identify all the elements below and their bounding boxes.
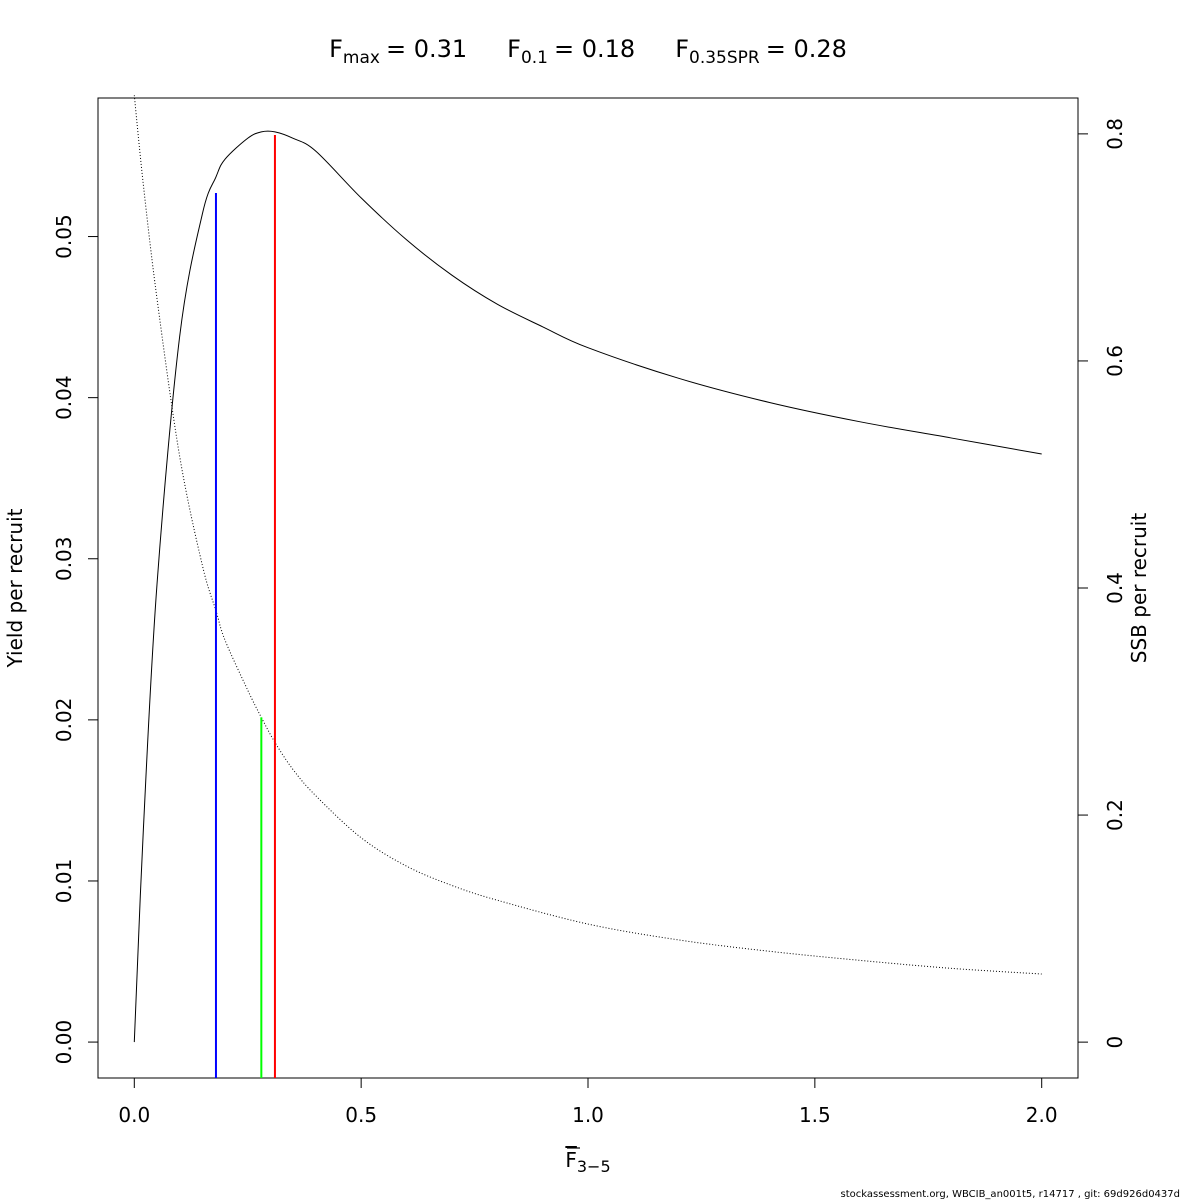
f35spr-value: = 0.28 [766,35,847,63]
y-left-tick-label: 0.04 [52,375,76,420]
y-right-tick-label: 0.2 [1103,799,1127,831]
series-layer [133,95,1042,1043]
footer-text: stockassessment.org, WBCIB_an001t5, r147… [841,1189,1181,1200]
chart-title: Fmax = 0.31 F0.1 = 0.18 F0.35SPR = 0.28 [329,35,847,68]
x-axis-title-symbol: F [565,1148,577,1172]
y-left-tick-label: 0.03 [52,536,76,581]
yield-per-recruit-line [133,130,1042,1043]
f01-value: = 0.18 [554,35,635,63]
y-axis-left-title: Yield per recruit [3,508,27,668]
x-axis: 0.0 0.5 1.0 1.5 2.0 [118,1078,1058,1127]
y-left-tick-label: 0.00 [52,1020,76,1065]
ssb-per-recruit-line [133,95,1042,975]
x-tick-label: 1.5 [799,1103,831,1127]
reference-lines [214,135,276,1078]
x-tick-label: 0.5 [345,1103,377,1127]
plot-frame [97,97,1079,1079]
y-axis-right-title: SSB per recruit [1127,513,1151,664]
y-left-tick-label: 0.02 [52,698,76,743]
y-right-tick-label: 0.6 [1103,345,1127,377]
y-right-tick-label: 0.4 [1103,572,1127,604]
y-right-tick-label: 0.8 [1103,118,1127,150]
y-left-tick-label: 0.05 [52,214,76,259]
y-axis-left: 0.00 0.01 0.02 0.03 0.04 0.05 [52,214,98,1064]
x-tick-label: 1.0 [572,1103,604,1127]
f35spr-symbol: F [675,35,689,63]
fmax-subscript: max [343,48,380,68]
y-left-tick-label: 0.01 [52,859,76,904]
fmax-value: = 0.31 [386,35,467,63]
x-axis-title: F3−5 [565,1148,610,1176]
x-axis-title-subscript: 3−5 [577,1157,611,1176]
y-axis-right: 0 0.2 0.4 0.6 0.8 [1078,118,1127,1049]
y-right-tick-label: 0 [1103,1036,1127,1049]
x-tick-label: 0.0 [118,1103,150,1127]
f01-symbol: F [507,35,521,63]
fmax-symbol: F [329,35,343,63]
f01-subscript: 0.1 [521,48,548,68]
f35spr-subscript: 0.35SPR [689,48,760,68]
x-tick-label: 2.0 [1026,1103,1058,1127]
